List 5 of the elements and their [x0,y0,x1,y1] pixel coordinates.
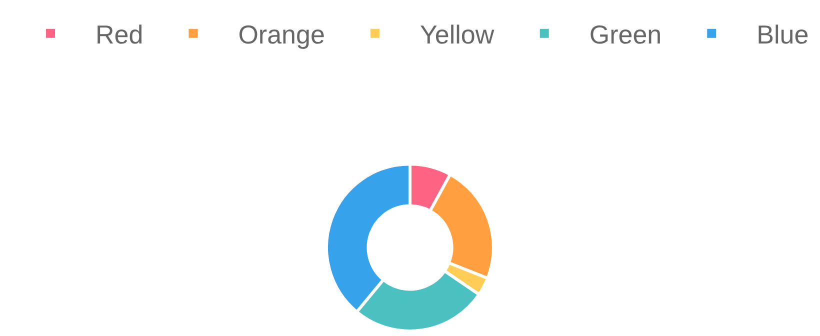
legend-label: Red [96,20,144,50]
legend-label: Yellow [420,20,494,50]
legend-label: Green [589,20,662,50]
legend-label: Orange [238,20,325,50]
legend-label: Blue [756,20,809,50]
